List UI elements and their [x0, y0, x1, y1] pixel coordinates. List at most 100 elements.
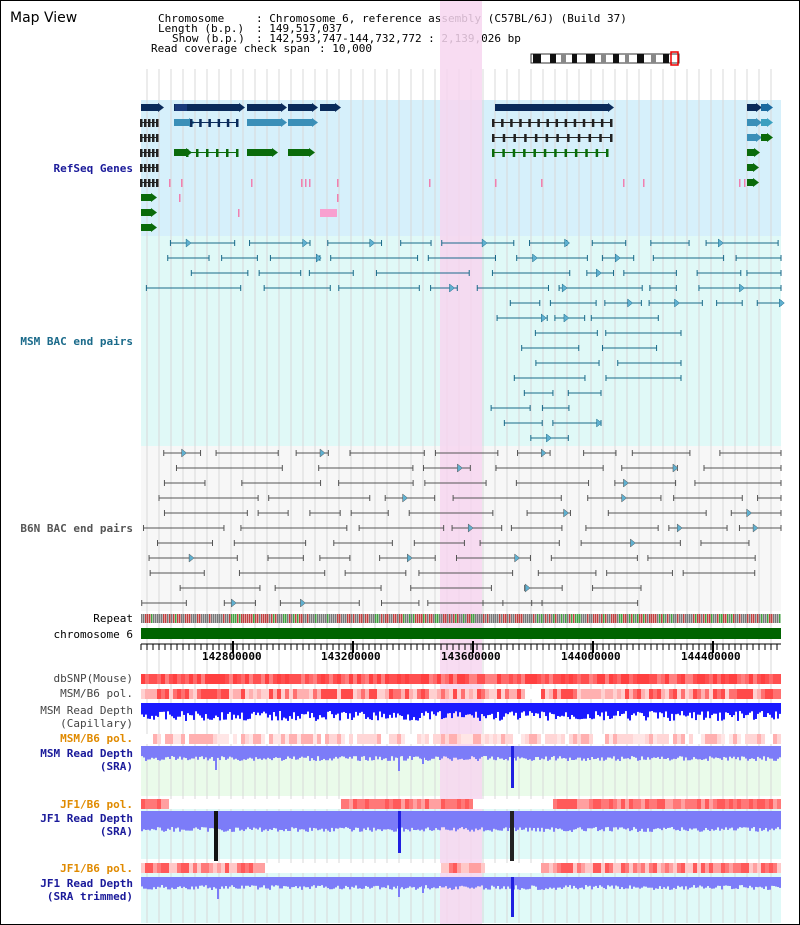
- depth-bar: [543, 811, 545, 832]
- depth-bar: [253, 746, 255, 761]
- pol-cell: [321, 689, 325, 699]
- pol-cell: [585, 863, 589, 873]
- repeat-mark: [639, 614, 641, 623]
- pol-cell: [497, 689, 501, 699]
- gene-block: [747, 149, 754, 156]
- pol-cell: [277, 734, 281, 744]
- depth-bar: [243, 811, 245, 832]
- pol-cell: [181, 863, 185, 873]
- depth-bar: [679, 703, 681, 716]
- repeat-mark: [173, 614, 175, 623]
- depth-bar: [567, 877, 569, 887]
- pol-cell: [773, 863, 777, 873]
- pol-cell: [593, 863, 597, 873]
- depth-bar: [673, 811, 675, 830]
- repeat-mark: [149, 614, 151, 623]
- pol-cell: [485, 674, 489, 684]
- depth-bar: [193, 877, 195, 890]
- depth-bar: [185, 703, 187, 721]
- depth-bar: [543, 877, 545, 890]
- depth-bar: [527, 746, 529, 760]
- pol-cell: [613, 863, 617, 873]
- depth-bar: [383, 811, 385, 830]
- depth-bar: [553, 811, 555, 832]
- depth-bar: [289, 877, 291, 889]
- repeat-mark: [311, 614, 313, 623]
- depth-bar: [451, 811, 453, 831]
- bac-arrow: [630, 538, 636, 548]
- depth-bar: [257, 703, 259, 713]
- depth-bar: [209, 703, 211, 720]
- depth-bar: [737, 877, 739, 889]
- gene-exon: [495, 179, 497, 187]
- depth-bar: [501, 877, 503, 889]
- b6n-bac-label[interactable]: B6N BAC end pairs: [20, 522, 133, 535]
- pol-cell: [713, 863, 717, 873]
- depth-bar: [409, 746, 411, 757]
- depth-bar: [715, 877, 717, 888]
- repeat-mark: [269, 614, 271, 623]
- pol-cell: [293, 689, 297, 699]
- pol-cell: [229, 863, 233, 873]
- depth-bar: [619, 703, 621, 717]
- depth-bar: [471, 811, 473, 830]
- repeat-mark: [397, 614, 399, 623]
- depth-bar: [251, 746, 253, 759]
- depth-bar: [623, 703, 625, 714]
- depth-bar: [233, 877, 235, 887]
- pol-cell: [645, 863, 649, 873]
- depth-bar: [471, 877, 473, 888]
- depth-bar: [207, 877, 209, 889]
- depth-bar: [367, 811, 369, 828]
- depth-bar: [573, 746, 575, 761]
- depth-bar: [205, 811, 207, 828]
- depth-bar: [409, 811, 411, 832]
- pol-cell: [617, 689, 621, 699]
- depth-bar: [321, 746, 323, 761]
- msm-bac-label[interactable]: MSM BAC end pairs: [20, 335, 133, 348]
- depth-bar: [393, 811, 395, 832]
- depth-bar: [195, 746, 197, 757]
- pol-cell: [769, 863, 773, 873]
- pol-cell: [561, 799, 565, 809]
- depth-bar: [207, 811, 209, 832]
- depth-bar: [385, 877, 387, 889]
- depth-bar: [397, 703, 399, 714]
- refseq-genes-label[interactable]: RefSeq Genes: [53, 162, 133, 175]
- depth-bar: [519, 746, 521, 759]
- gene-block: [247, 149, 272, 156]
- pol-cell: [373, 689, 377, 699]
- depth-bar: [345, 703, 347, 713]
- depth-bar: [155, 703, 157, 716]
- pol-cell: [153, 863, 157, 873]
- depth-bar: [435, 877, 437, 889]
- repeat-mark: [677, 614, 679, 623]
- repeat-mark: [731, 614, 733, 623]
- repeat-mark: [603, 614, 605, 623]
- pol-cell: [653, 689, 657, 699]
- bac-arrow: [563, 508, 569, 518]
- depth-bar: [219, 811, 221, 830]
- depth-bar: [647, 877, 649, 888]
- bac-arrow: [541, 313, 547, 323]
- repeat-mark: [371, 614, 373, 623]
- depth-bar: [315, 877, 317, 888]
- pol-cell: [549, 863, 553, 873]
- pol-cell: [353, 863, 357, 873]
- depth-bar: [585, 703, 587, 719]
- depth-bar: [381, 746, 383, 761]
- depth-bar: [657, 877, 659, 889]
- pol-cell: [449, 689, 453, 699]
- repeat-mark: [543, 614, 545, 623]
- pol-cell: [693, 863, 697, 873]
- depth-bar: [643, 877, 645, 887]
- depth-bar: [375, 703, 377, 716]
- pol-cell: [613, 734, 617, 744]
- repeat-mark: [631, 614, 633, 623]
- gene-exon: [595, 149, 599, 157]
- depth-bar: [489, 877, 491, 890]
- pol-cell: [717, 863, 721, 873]
- pol-cell: [429, 689, 433, 699]
- depth-bar: [269, 877, 271, 890]
